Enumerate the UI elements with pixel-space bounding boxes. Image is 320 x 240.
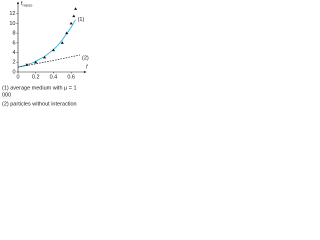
marker (60, 41, 64, 44)
x-axis-label: f (86, 64, 88, 70)
chart: fmeso f (1) average medium with μ = 1 00… (2, 1, 89, 107)
marker (74, 7, 78, 10)
y-axis-label: fmeso (21, 1, 33, 7)
series-line (17, 54, 81, 68)
marker (34, 60, 38, 64)
marker (25, 63, 29, 66)
note: 000 (2, 92, 11, 98)
x-tick-label: 0.2 (32, 74, 40, 80)
y-tick-label: 2 (12, 60, 15, 66)
notes: (1) average medium with μ = 1 000 (2) pa… (2, 85, 77, 107)
series-line (17, 19, 76, 68)
y-tick-label: 8 (12, 31, 15, 37)
y-tick-label: 10 (9, 21, 15, 27)
y-tick-label: 6 (12, 40, 15, 46)
series-label: (1) (78, 17, 85, 23)
y-tick-label: 4 (12, 50, 15, 56)
y-tick-label: 12 (9, 11, 15, 17)
x-tick-label: 0 (16, 74, 19, 80)
y-tick-label: 0 (12, 69, 15, 75)
series-label: (2) (82, 55, 89, 61)
y-label-sub: meso (23, 3, 34, 8)
marker (72, 14, 76, 18)
marker (65, 31, 69, 35)
y-label-main: f (21, 1, 23, 7)
marker (69, 21, 73, 25)
x-tick-label: 0.6 (67, 74, 75, 80)
marker (43, 55, 47, 59)
x-tick-label: 0.4 (50, 74, 58, 80)
note: (1) average medium with μ = 1 (2, 85, 77, 91)
note: (2) particles without interaction (2, 101, 77, 107)
marker (51, 48, 55, 52)
